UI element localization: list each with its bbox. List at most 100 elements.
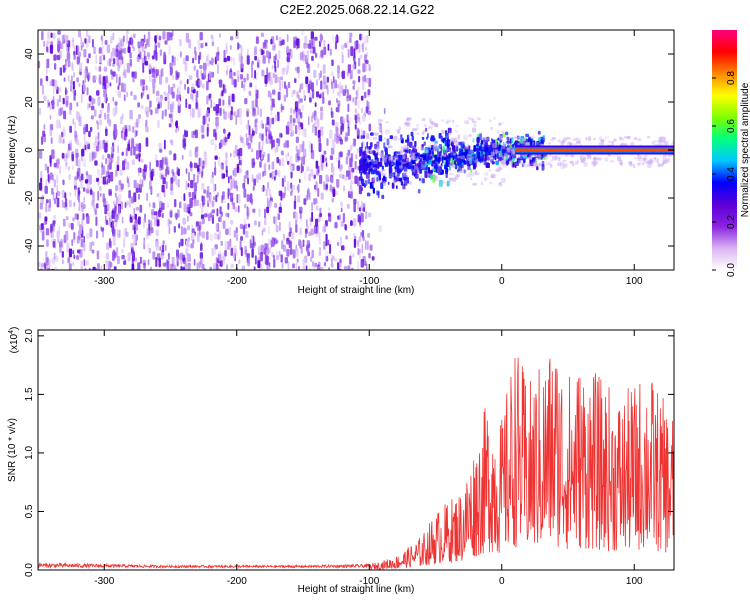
spectrogram-cell — [315, 198, 318, 204]
spectrogram-cell — [269, 77, 273, 85]
spectrogram-cell — [398, 137, 403, 141]
spectrogram-cell — [358, 207, 361, 212]
spectrogram-cell — [124, 227, 127, 236]
spectrogram-cell — [162, 240, 165, 245]
spectrogram-cell — [65, 230, 69, 241]
spectrogram-cell — [455, 129, 458, 133]
spectrogram-cell — [569, 142, 573, 146]
spectrogram-cell — [92, 266, 96, 270]
spectrogram-cell — [358, 236, 361, 242]
spectrogram-cell — [281, 178, 285, 187]
spectrogram-cell — [75, 156, 79, 167]
spectrogram-cell — [39, 202, 43, 210]
spectrogram-cell — [327, 177, 330, 183]
spectrogram-cell — [340, 85, 344, 94]
spectrogram-cell — [132, 224, 136, 231]
spectrogram-cell — [189, 109, 192, 117]
spectrogram-cell — [350, 46, 354, 57]
spectrogram-cell — [138, 46, 141, 56]
spectrogram-cell — [338, 89, 342, 98]
spectrogram-cell — [142, 219, 145, 229]
spectrogram-cell — [180, 258, 183, 265]
spectrogram-cell — [86, 183, 90, 190]
spectrogram-cell — [73, 254, 76, 260]
spectrogram-cell — [393, 156, 399, 161]
spectrogram-cell — [214, 132, 218, 141]
spectrogram-cell — [287, 62, 289, 72]
spectrogram-cell — [62, 138, 65, 144]
spectrogram-cell — [398, 177, 403, 182]
spectrogram-cell — [425, 136, 429, 140]
spectrogram-cell — [229, 238, 232, 248]
spectrogram-cell — [206, 53, 210, 63]
spectrogram-cell — [262, 55, 266, 64]
spectrogram-cell — [133, 207, 135, 216]
spectrogram-cell — [290, 107, 293, 114]
spectrogram-cell — [191, 83, 195, 91]
spectrogram-cell — [297, 156, 301, 161]
spectrogram-cell — [320, 266, 324, 270]
spectrogram-cell — [43, 41, 46, 47]
spectrogram-cell — [339, 151, 343, 158]
spectrogram-cell — [288, 240, 292, 249]
spectrogram-cell — [79, 249, 83, 258]
spectrogram-cell — [165, 168, 167, 177]
carrier-band — [515, 147, 674, 149]
spectrogram-cell — [229, 93, 232, 98]
spectrogram-cell — [295, 111, 298, 119]
spectrogram-cell — [132, 126, 135, 133]
spectrogram-cell — [225, 264, 229, 270]
spectrogram-cell — [421, 118, 426, 121]
spectrogram-cell — [254, 220, 257, 226]
spectrogram-cell — [299, 240, 302, 249]
spectrogram-cell — [140, 256, 142, 264]
spectrogram-cell — [131, 234, 134, 240]
spectrogram-cell — [368, 150, 373, 154]
spectrogram-cell — [59, 50, 62, 59]
spectrogram-cell — [40, 177, 42, 183]
spectrogram-cell — [651, 141, 655, 145]
spectrogram-cell — [71, 222, 74, 231]
spectrogram-cell — [45, 64, 48, 75]
spectrogram-cell — [295, 212, 298, 222]
spectrogram-cell — [99, 185, 102, 192]
spectrogram-cell — [110, 69, 113, 75]
spectrogram-cell — [129, 109, 133, 120]
spectrogram-cell — [47, 173, 50, 182]
spectrogram-cell — [407, 165, 411, 170]
spectrogram-cell — [235, 227, 238, 234]
spectrogram-cell — [430, 174, 433, 180]
spectrogram-cell — [45, 75, 49, 82]
spectrogram-cell — [314, 36, 318, 41]
spectrogram-cell — [366, 100, 369, 106]
spectrogram-cell — [137, 102, 140, 108]
spectrogram-cell — [39, 108, 42, 116]
spectrogram-cell — [271, 161, 275, 170]
spectrogram-cell — [424, 124, 427, 127]
spectrogram-cell — [240, 137, 244, 143]
spectrogram-cell — [122, 88, 126, 93]
spectrogram-cell — [65, 163, 68, 170]
spectrogram-cell — [320, 161, 324, 171]
spectrogram-cell — [79, 142, 82, 148]
spectrogram-cell — [497, 122, 501, 125]
spectrogram-cell — [141, 179, 144, 188]
spectrogram-cell — [237, 42, 239, 50]
spectrogram-cell — [179, 80, 183, 85]
spectrogram-cell — [72, 37, 75, 42]
spectrogram-cell — [274, 60, 277, 69]
spectrogram-cell — [304, 171, 307, 181]
spectrogram-cell — [358, 75, 361, 83]
spectrogram-cell — [281, 263, 284, 269]
spectrogram-cell — [101, 45, 104, 56]
spectrogram-cell — [363, 164, 367, 171]
spectrogram-cell — [201, 134, 205, 139]
spectrogram-cell — [319, 175, 323, 184]
spectrogram-cell — [105, 260, 109, 268]
spectrogram-cell — [504, 152, 507, 158]
spectrogram-cell — [56, 159, 59, 169]
spectrogram-cell — [299, 144, 301, 154]
spectrogram-cell — [135, 187, 139, 193]
spectrogram-cell — [260, 153, 263, 160]
spectrogram-cell — [291, 188, 293, 194]
